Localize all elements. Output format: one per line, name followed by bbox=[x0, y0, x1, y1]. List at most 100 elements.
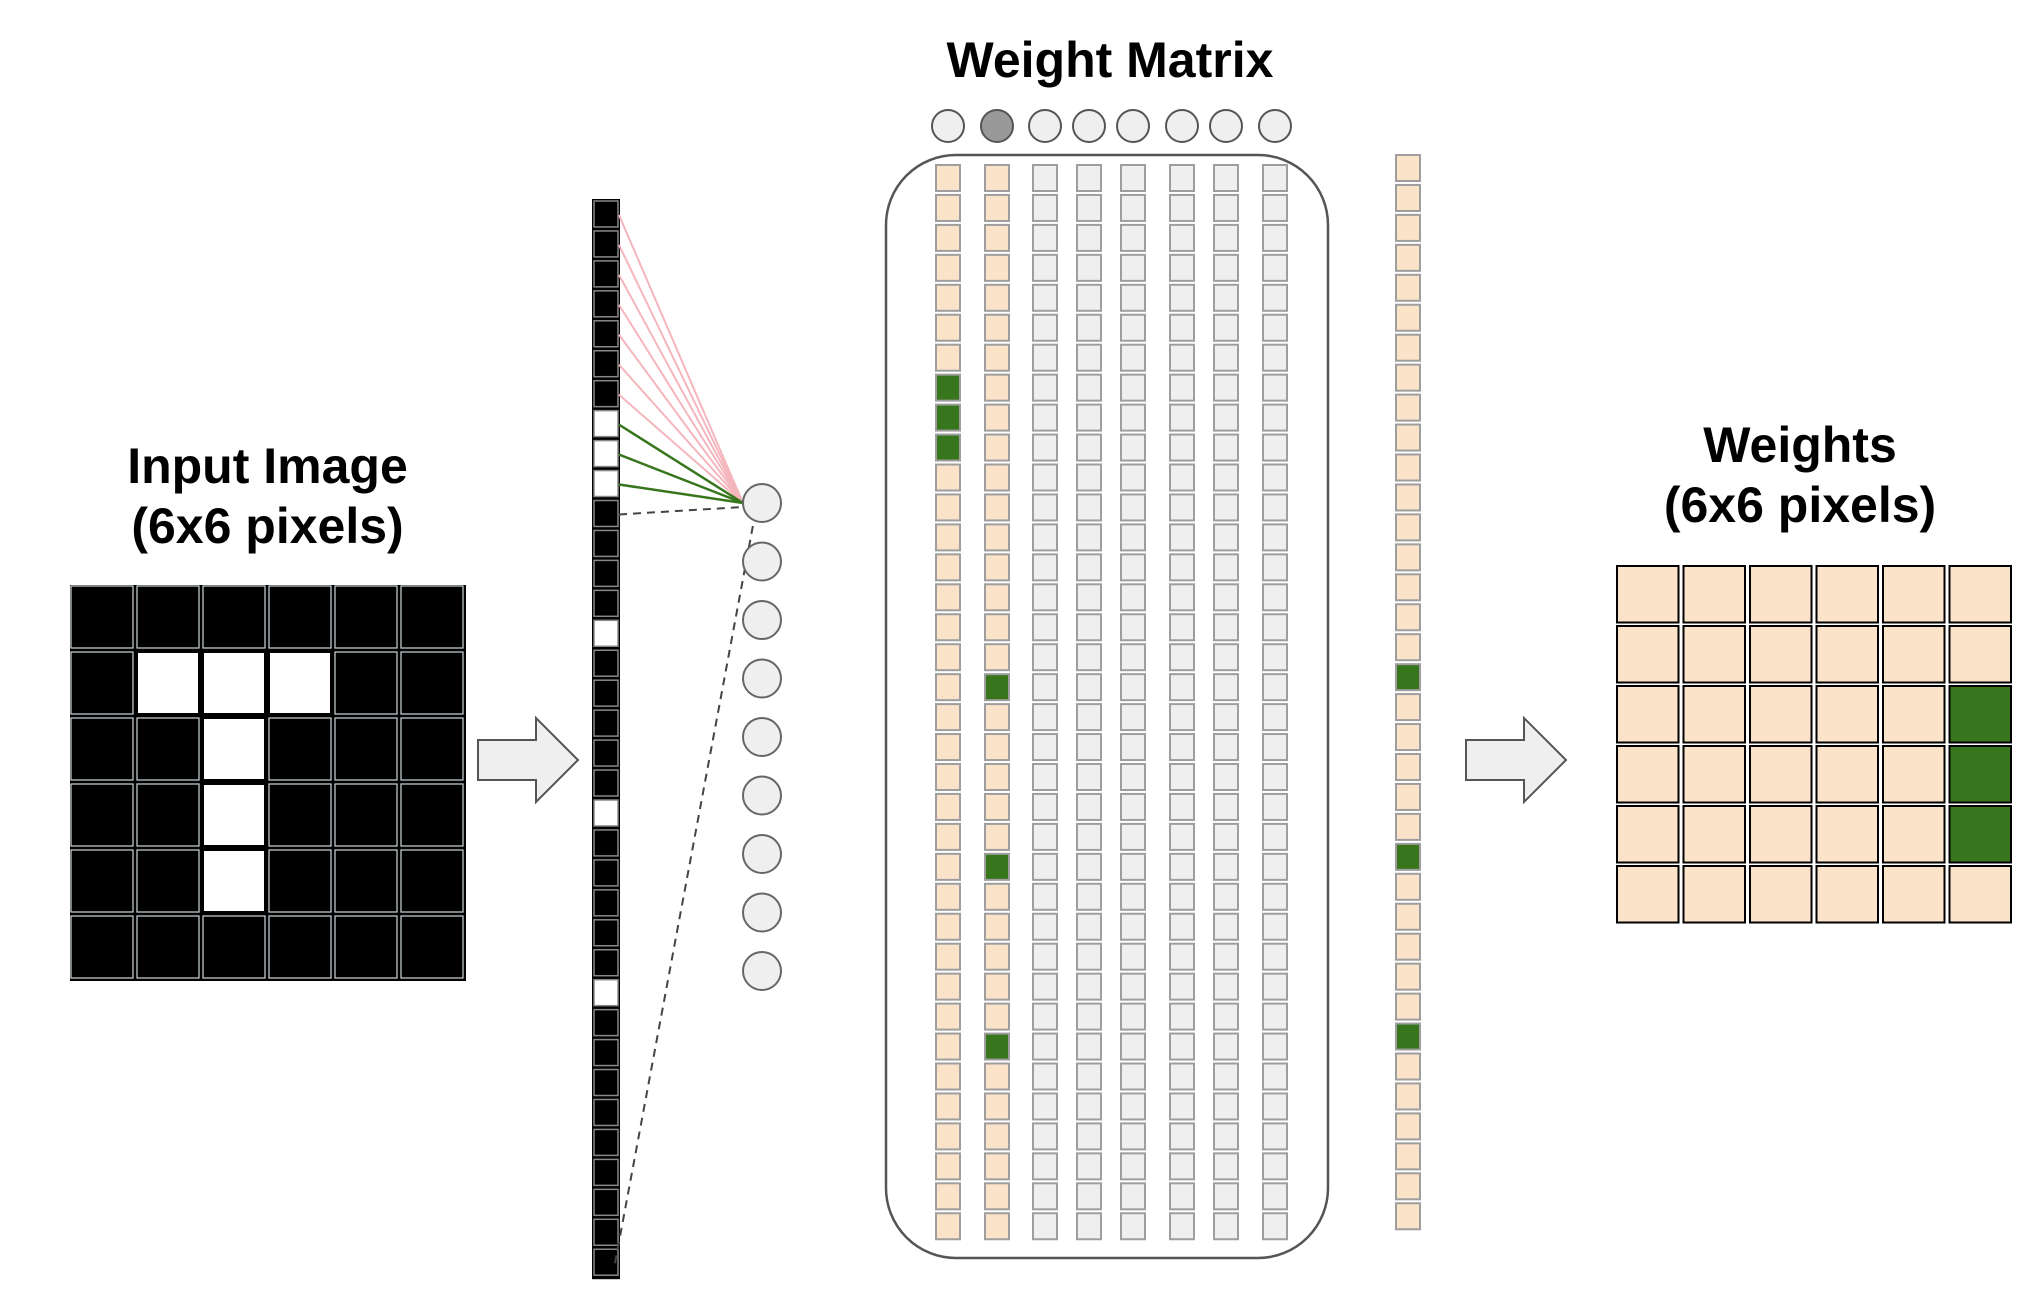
weight-pixel bbox=[1815, 865, 1879, 924]
weight-cell bbox=[984, 673, 1010, 702]
output-neuron bbox=[1165, 109, 1199, 143]
connection-line bbox=[618, 423, 744, 505]
weight-cell bbox=[1213, 193, 1239, 222]
weights-title-line1: Weights bbox=[1703, 417, 1897, 473]
output-neuron bbox=[1028, 109, 1062, 143]
weight-pixel bbox=[1749, 865, 1813, 924]
hidden-node bbox=[742, 775, 782, 816]
weight-cell bbox=[1169, 553, 1195, 582]
weight-pixel bbox=[1815, 565, 1879, 624]
weight-cell bbox=[1032, 703, 1058, 732]
weight-column bbox=[1076, 164, 1102, 1241]
weight-cell bbox=[935, 972, 961, 1001]
weight-pixel bbox=[1815, 745, 1879, 804]
weight-cell bbox=[1120, 164, 1146, 192]
weight-cell bbox=[1262, 912, 1288, 941]
weight-cell bbox=[1213, 433, 1239, 462]
weight-cell bbox=[935, 223, 961, 252]
weight-pixel bbox=[1616, 685, 1680, 744]
extracted-weight-cell bbox=[1395, 992, 1421, 1021]
weight-cell bbox=[1262, 852, 1288, 881]
weight-cell bbox=[1032, 1032, 1058, 1061]
input-pixel bbox=[136, 783, 200, 847]
weight-cell bbox=[935, 164, 961, 192]
weight-cell bbox=[1169, 882, 1195, 911]
weight-cell bbox=[1213, 1152, 1239, 1181]
weight-cell bbox=[1120, 613, 1146, 642]
weight-cell bbox=[1213, 493, 1239, 522]
extracted-weight-cell bbox=[1395, 842, 1421, 871]
weight-cell bbox=[1032, 343, 1058, 372]
weight-cell bbox=[1262, 763, 1288, 791]
input-pixel bbox=[202, 651, 266, 715]
connection-line-dashed bbox=[614, 519, 755, 1264]
weight-cell bbox=[1262, 1092, 1288, 1121]
weight-column bbox=[1213, 164, 1239, 1241]
vector-pixel bbox=[593, 859, 619, 887]
weight-cell bbox=[1213, 643, 1239, 672]
extracted-weight-cell bbox=[1395, 1172, 1421, 1201]
weight-cell bbox=[1213, 553, 1239, 582]
weight-cell bbox=[935, 463, 961, 492]
weight-cell bbox=[935, 253, 961, 282]
weight-cell bbox=[1169, 1152, 1195, 1181]
weight-cell bbox=[1120, 553, 1146, 582]
output-neuron bbox=[1072, 109, 1106, 143]
vector-pixel bbox=[593, 1128, 619, 1157]
output-neuron bbox=[931, 109, 965, 143]
weight-cell bbox=[935, 403, 961, 432]
weight-cell bbox=[1262, 373, 1288, 402]
weight-cell bbox=[1262, 493, 1288, 522]
vector-pixel bbox=[593, 619, 619, 647]
extracted-weight-cell bbox=[1395, 753, 1421, 781]
weight-cell bbox=[1076, 164, 1102, 192]
weight-cell bbox=[1213, 1032, 1239, 1061]
weight-cell bbox=[1076, 1182, 1102, 1211]
weight-cell bbox=[984, 942, 1010, 971]
weight-cell bbox=[1120, 673, 1146, 702]
weight-cell bbox=[1213, 733, 1239, 762]
weight-cell bbox=[935, 583, 961, 612]
weight-cell bbox=[1213, 613, 1239, 642]
weight-cell bbox=[984, 223, 1010, 252]
input-pixel bbox=[268, 849, 332, 913]
weight-cell bbox=[1032, 433, 1058, 462]
weight-column bbox=[1262, 164, 1288, 1241]
weight-cell bbox=[1213, 942, 1239, 971]
connection-line bbox=[618, 214, 744, 504]
extracted-weight-cell bbox=[1395, 513, 1421, 542]
input-pixel bbox=[400, 585, 464, 649]
weight-cell bbox=[1213, 253, 1239, 282]
connection-line bbox=[618, 304, 744, 504]
weight-cell bbox=[1120, 703, 1146, 732]
weight-cell bbox=[1169, 763, 1195, 791]
flattened-input-vector bbox=[592, 199, 620, 1280]
weight-cell bbox=[984, 433, 1010, 462]
weight-cell bbox=[984, 912, 1010, 941]
weight-cell bbox=[1076, 373, 1102, 402]
input-pixel bbox=[334, 651, 398, 715]
weight-cell bbox=[984, 523, 1010, 552]
weight-cell bbox=[935, 852, 961, 881]
extracted-weight-cell bbox=[1395, 543, 1421, 572]
weight-cell bbox=[935, 1062, 961, 1091]
vector-pixel bbox=[593, 649, 619, 677]
weight-cell bbox=[1032, 164, 1058, 192]
extracted-weight-cell bbox=[1395, 183, 1421, 212]
weight-cell bbox=[1169, 912, 1195, 941]
weight-cell bbox=[984, 1152, 1010, 1181]
input-pixel bbox=[136, 585, 200, 649]
weight-cell bbox=[1120, 193, 1146, 222]
weight-cell bbox=[1032, 1092, 1058, 1121]
weight-cell bbox=[1032, 733, 1058, 762]
weight-pixel bbox=[1616, 745, 1680, 804]
weight-cell bbox=[1169, 613, 1195, 642]
weight-pixel bbox=[1815, 685, 1879, 744]
weight-cell bbox=[1076, 1092, 1102, 1121]
weight-pixel bbox=[1682, 685, 1746, 744]
weight-cell bbox=[935, 733, 961, 762]
weight-cell bbox=[935, 763, 961, 791]
weight-cell bbox=[1032, 912, 1058, 941]
vector-pixel bbox=[593, 469, 619, 498]
weight-cell bbox=[1076, 283, 1102, 312]
